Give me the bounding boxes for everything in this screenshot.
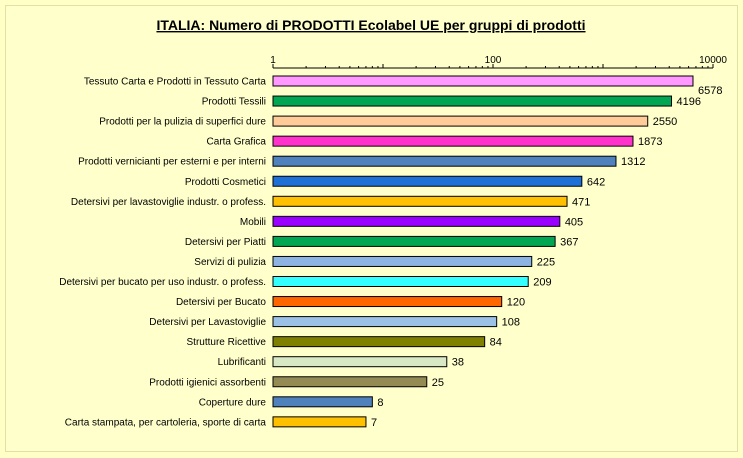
bar [272, 396, 373, 408]
bar [272, 95, 673, 107]
data-label: 25 [432, 377, 444, 389]
bar [272, 276, 529, 287]
data-label: 84 [490, 337, 502, 349]
x-axis: 1 100 10000 [270, 55, 727, 69]
category-label: Prodotti Tessili [202, 97, 266, 108]
bar [272, 155, 617, 167]
bar [272, 115, 649, 127]
data-label: 7 [371, 417, 377, 429]
category-label: Carta stampata, per cartoleria, sporte d… [65, 417, 267, 428]
bar [272, 296, 503, 308]
chart-area: ITALIA: Numero di PRODOTTI Ecolabel UE p… [5, 5, 738, 452]
bar [272, 316, 498, 328]
category-label: Prodotti igienici assorbenti [149, 377, 266, 388]
bar-chart: ITALIA: Numero di PRODOTTI Ecolabel UE p… [59, 17, 727, 429]
bar [272, 235, 556, 247]
data-label: 209 [533, 277, 551, 289]
x-tick-label: 100 [485, 55, 502, 66]
data-label: 120 [507, 297, 525, 309]
x-tick-label: 10000 [699, 55, 727, 66]
data-label: 225 [537, 256, 555, 268]
data-label: 471 [572, 196, 590, 208]
category-label: Detersivi per lavastoviglie industr. o p… [71, 197, 266, 208]
x-tick-label: 1 [270, 55, 276, 66]
category-label: Detersivi per bucato per uso industr. o … [59, 277, 266, 288]
bar [272, 175, 583, 187]
category-label: Tessuto Carta e Prodotti in Tessuto Cart… [84, 77, 267, 88]
category-labels: Tessuto Carta e Prodotti in Tessuto Cart… [59, 77, 266, 429]
bar [272, 255, 533, 267]
data-label: 8 [377, 397, 383, 409]
category-label: Prodotti Cosmetici [185, 177, 266, 188]
bar [272, 135, 634, 147]
category-label: Servizi di pulizia [194, 257, 266, 268]
category-label: Prodotti vernicianti per esterni e per i… [78, 157, 266, 168]
category-label: Prodotti per la pulizia di superfici dur… [99, 117, 266, 128]
bars [272, 75, 694, 428]
category-label: Detersivi per Bucato [176, 297, 266, 308]
data-label: 4196 [677, 96, 701, 108]
data-label: 108 [502, 317, 520, 329]
data-label: 38 [452, 357, 464, 369]
bar [272, 75, 694, 87]
category-label: Carta Grafica [207, 137, 267, 148]
category-label: Detersivi per Piatti [185, 237, 266, 248]
data-label: 642 [587, 176, 605, 188]
data-label: 405 [565, 216, 583, 228]
data-label: 367 [560, 236, 578, 248]
bar [272, 416, 367, 428]
bar [272, 195, 568, 207]
chart-title: ITALIA: Numero di PRODOTTI Ecolabel UE p… [156, 17, 585, 33]
data-label: 1873 [638, 136, 662, 148]
bar [272, 336, 486, 348]
category-label: Strutture Ricettive [187, 337, 267, 348]
bar [272, 215, 561, 227]
category-label: Detersivi per Lavastoviglie [149, 317, 266, 328]
data-label: 2550 [653, 116, 677, 128]
bar [272, 376, 428, 388]
data-label: 1312 [621, 156, 645, 168]
data-label: 6578 [698, 85, 722, 97]
category-label: Mobili [240, 217, 266, 228]
category-label: Lubrificanti [218, 357, 266, 368]
bar [272, 356, 448, 368]
category-label: Coperture dure [199, 397, 267, 408]
